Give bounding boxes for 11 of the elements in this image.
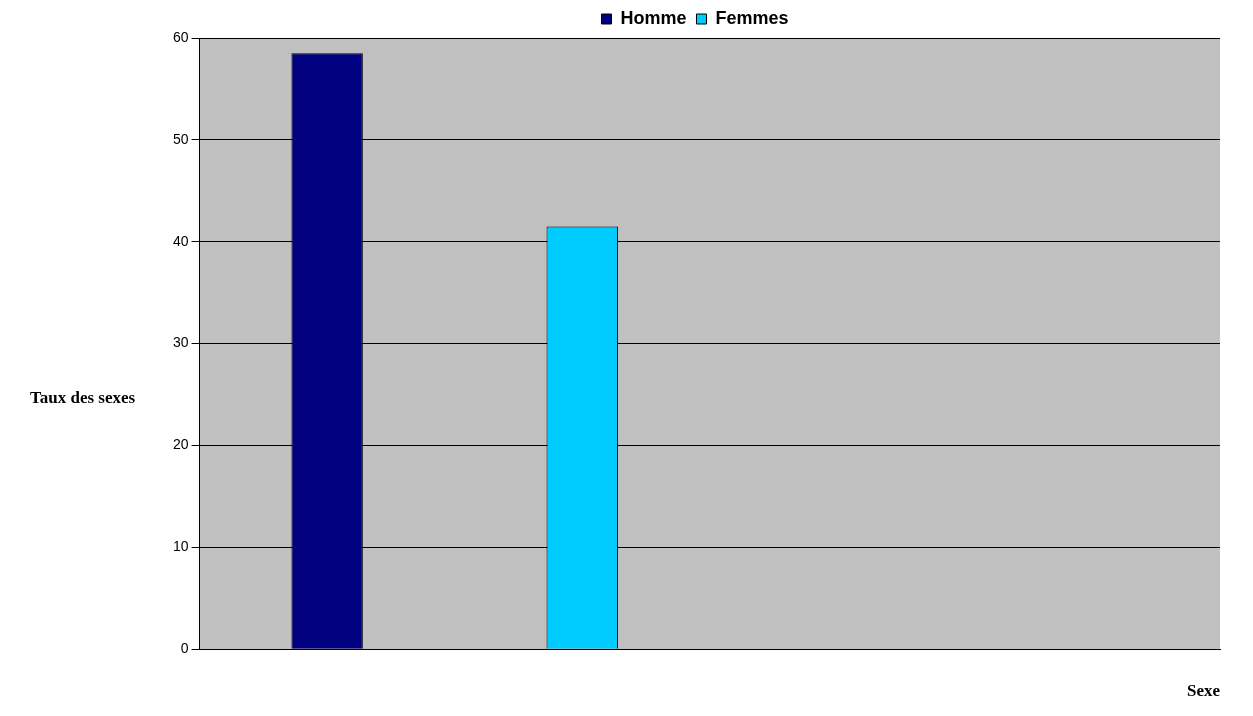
y-tick-label: 10 (172, 538, 189, 555)
y-tick-label: 40 (172, 232, 189, 249)
legend-label: Femmes (715, 7, 789, 28)
legend-label: Homme (620, 7, 687, 28)
y-tick-label: 60 (172, 28, 189, 45)
y-tick-label: 20 (172, 436, 189, 453)
x-axis-title: Sexe (1186, 681, 1221, 701)
y-tick-label: 0 (180, 640, 189, 657)
y-axis-title: Taux des sexes (30, 388, 136, 408)
y-tick-label: 50 (172, 130, 189, 147)
y-tick-label: 30 (172, 334, 189, 351)
